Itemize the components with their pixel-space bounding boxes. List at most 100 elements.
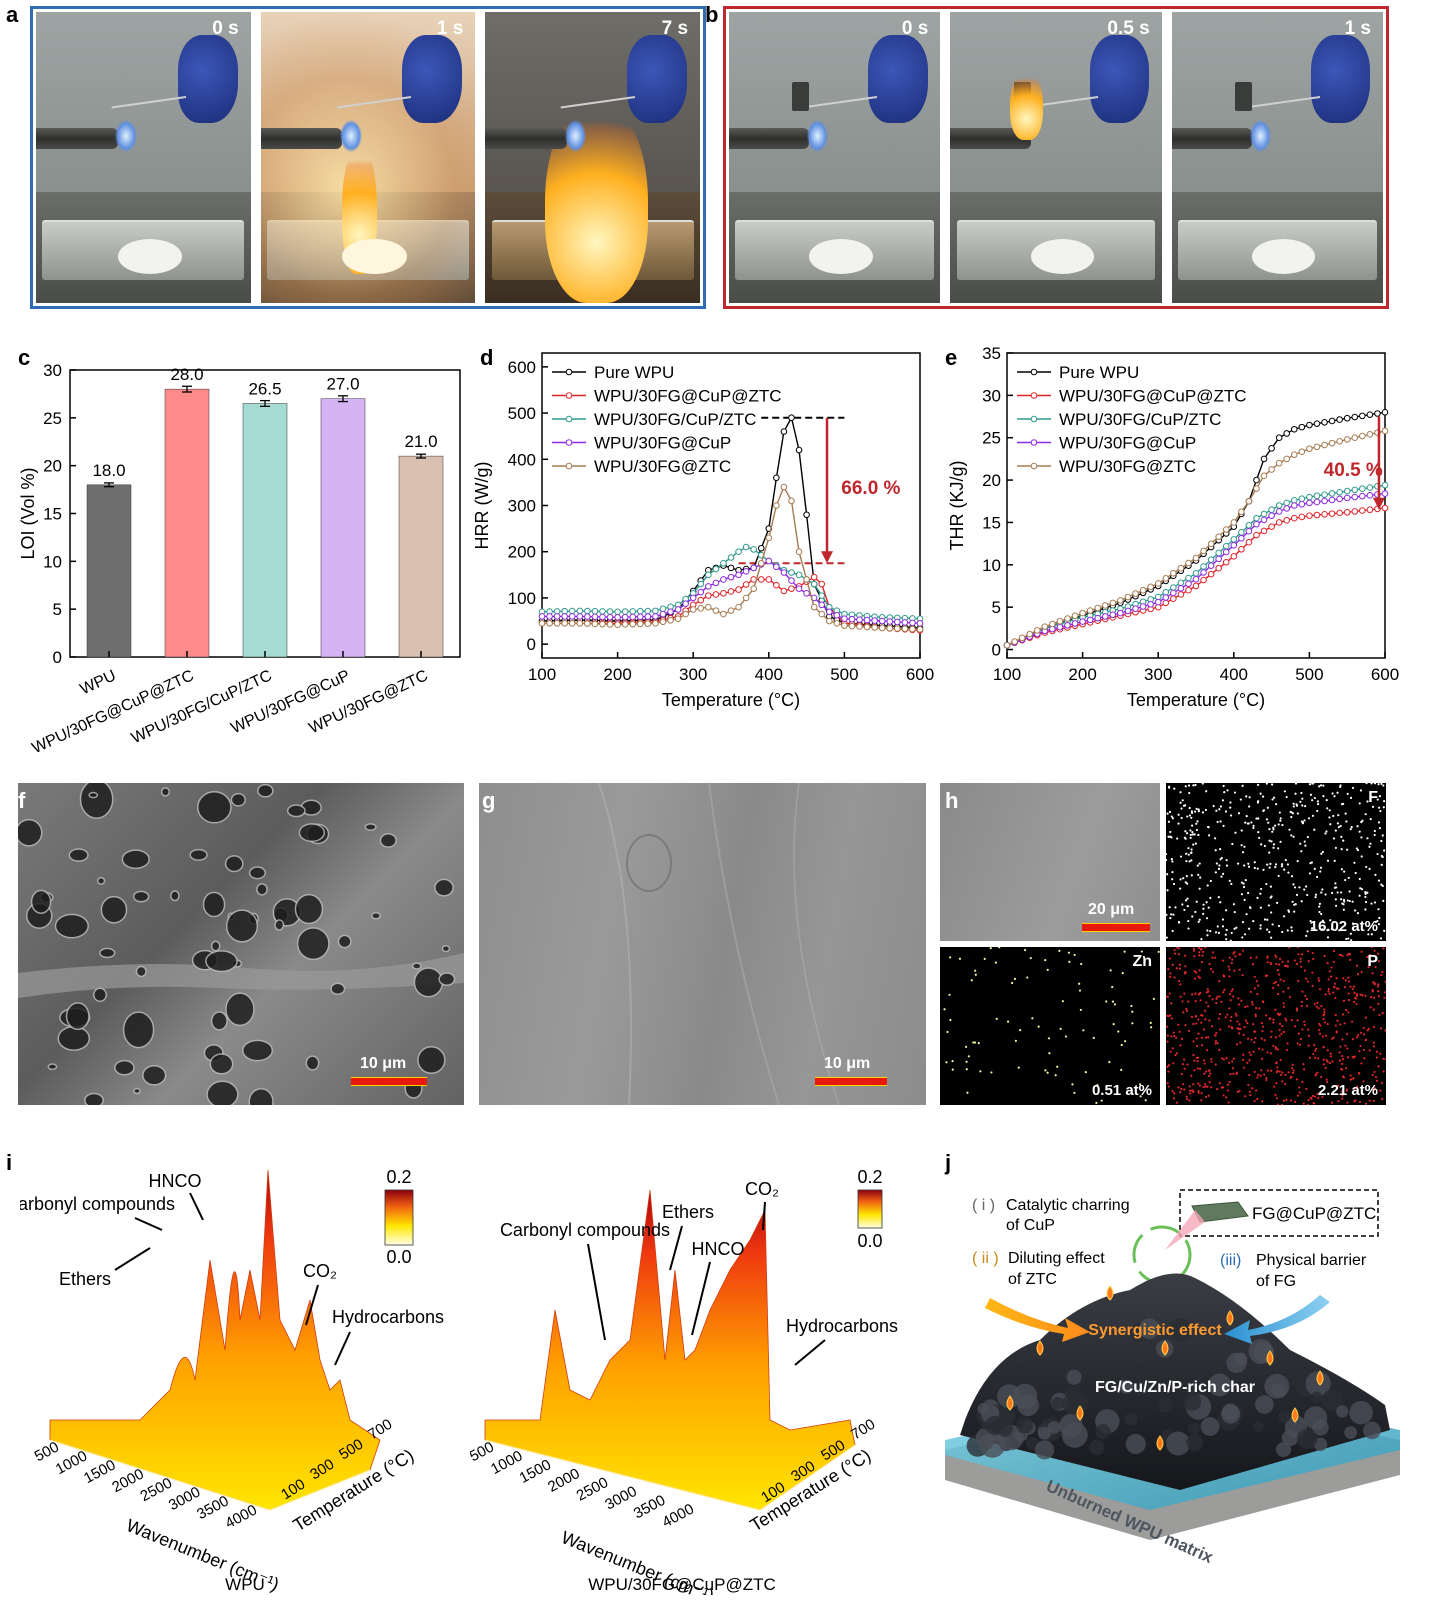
eds-dot [1316, 1092, 1319, 1095]
eds-dot [1369, 1006, 1372, 1009]
series-marker [644, 613, 652, 620]
eds-dot [1084, 1071, 1087, 1074]
eds-dot [1347, 998, 1351, 1002]
eds-dot [1266, 928, 1269, 931]
flame-icon [1226, 1310, 1234, 1326]
series-marker [705, 592, 712, 599]
eds-dot [1290, 1075, 1293, 1078]
eds-dot [1244, 879, 1247, 882]
eds-dot [1210, 1025, 1214, 1028]
eds-dot [1239, 1027, 1242, 1031]
char-particle [1363, 1421, 1381, 1440]
eds-dot [1171, 1090, 1174, 1093]
flame-icon [1161, 1340, 1169, 1356]
eds-dot [1144, 1099, 1147, 1102]
eds-dot [1307, 1028, 1310, 1031]
eds-dot [1290, 815, 1293, 819]
eds-dot [1322, 1014, 1325, 1017]
eds-dot [1138, 1083, 1142, 1086]
eds-dot [1152, 997, 1156, 1001]
eds-dot [1259, 1074, 1262, 1077]
time-label: 0 s [901, 18, 929, 39]
eds-dot [1189, 1092, 1192, 1095]
y-tick-label: 200 [508, 543, 536, 562]
caption-composite: WPU/30FG@CuP@ZTC [588, 1575, 776, 1594]
series-marker [1109, 599, 1117, 607]
eds-dot [1120, 1043, 1123, 1047]
scale-label: 10 μm [360, 1055, 407, 1072]
eds-dot [1216, 995, 1219, 998]
series-marker [689, 606, 697, 613]
eds-dot [1271, 923, 1274, 926]
char-particle [1312, 1419, 1329, 1436]
char-particle [1166, 1431, 1191, 1456]
eds-dot [1349, 828, 1352, 831]
eds-dot [1260, 1037, 1263, 1040]
series-marker [1283, 430, 1291, 437]
eds-dot [1257, 817, 1260, 820]
eds-dot [1176, 837, 1179, 840]
eds-dot [1190, 1015, 1194, 1018]
eds-dot [1302, 1063, 1305, 1066]
eds-dot [1233, 969, 1236, 972]
eds-dot [967, 1055, 970, 1058]
eds-dot [1322, 784, 1325, 787]
eds-dot [1187, 847, 1190, 850]
eds-dot [1366, 955, 1369, 959]
eds-dot [1080, 962, 1083, 966]
eds-dot [1283, 964, 1287, 967]
series-marker [1328, 510, 1336, 517]
eds-dot [1255, 1089, 1258, 1092]
eds-dot [979, 1070, 982, 1073]
eds-dot [1221, 799, 1225, 802]
eds-dot [1347, 876, 1350, 880]
eds-dot [1326, 962, 1329, 965]
series-marker [697, 580, 705, 588]
series-marker [1192, 569, 1200, 577]
eds-dot [965, 1068, 968, 1071]
char-particle [1139, 1318, 1160, 1339]
eds-dot [1379, 1052, 1382, 1055]
eds-dot [1322, 1045, 1325, 1049]
eds-dot [1166, 1040, 1169, 1043]
eds-dot [1183, 972, 1187, 975]
series-marker [1192, 554, 1200, 562]
eds-dot [1339, 1023, 1342, 1026]
eds-dot [1364, 1102, 1368, 1105]
eds-dot [1305, 885, 1308, 888]
eds-dot [1378, 795, 1382, 798]
eds-dots [1166, 783, 1386, 941]
eds-dot [1307, 1034, 1310, 1037]
eds-dot [1168, 975, 1172, 978]
eds-dot [1350, 826, 1353, 829]
eds-dot [1237, 997, 1240, 1000]
eds-dot [1192, 843, 1195, 846]
eds-dot [1234, 831, 1237, 834]
series-marker [584, 613, 591, 620]
eds-dot [1291, 812, 1294, 815]
eds-dot [1256, 867, 1259, 870]
eds-dot [1228, 956, 1231, 959]
eds-dot [1323, 1008, 1326, 1011]
eds-dot [1256, 993, 1259, 996]
series-marker [1109, 611, 1117, 619]
series-marker [599, 613, 606, 621]
eds-dot [1272, 843, 1276, 846]
eds-dot [1269, 961, 1272, 964]
eds-dot [1301, 797, 1304, 800]
annot-ethers: Ethers [662, 1202, 714, 1222]
eds-dot [1292, 802, 1295, 805]
series-marker [1283, 455, 1291, 463]
eds-dot [1211, 956, 1214, 959]
eds-dot [1209, 879, 1212, 883]
eds-dot [1251, 1000, 1254, 1004]
legend-marker [1030, 368, 1038, 376]
eds-dot [1265, 882, 1268, 886]
eds-dot [1311, 971, 1314, 974]
eds-map-p: P 2.21 at% [1166, 947, 1386, 1105]
eds-dot [1290, 811, 1293, 814]
eds-dot [945, 1061, 948, 1064]
series-marker [629, 620, 637, 628]
eds-dot [1340, 835, 1343, 839]
eds-dot [1358, 1072, 1361, 1075]
